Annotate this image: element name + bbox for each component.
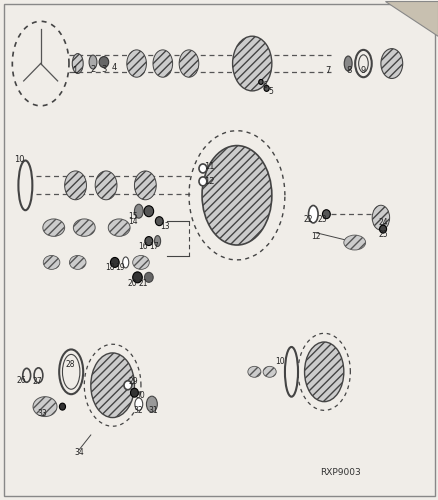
Ellipse shape <box>73 219 95 236</box>
Ellipse shape <box>304 342 343 402</box>
Circle shape <box>144 272 153 282</box>
Ellipse shape <box>146 396 157 412</box>
Text: 34: 34 <box>74 448 84 457</box>
Text: 33: 33 <box>37 408 47 418</box>
Text: 22: 22 <box>303 214 312 224</box>
Text: 1: 1 <box>72 66 77 74</box>
Text: 31: 31 <box>148 406 158 414</box>
Text: 4: 4 <box>111 62 117 72</box>
Ellipse shape <box>134 204 143 218</box>
Text: RXP9003: RXP9003 <box>319 468 360 477</box>
Text: 30: 30 <box>135 390 145 400</box>
Circle shape <box>59 403 65 410</box>
Ellipse shape <box>179 50 198 77</box>
Text: 27: 27 <box>32 377 42 386</box>
Ellipse shape <box>132 256 149 270</box>
Circle shape <box>155 216 163 226</box>
Text: 32: 32 <box>133 406 143 414</box>
Text: 26: 26 <box>16 376 26 385</box>
Text: 17: 17 <box>149 242 159 250</box>
Polygon shape <box>385 2 437 36</box>
Text: 19: 19 <box>115 263 124 272</box>
Text: 21: 21 <box>138 279 148 288</box>
Text: 18: 18 <box>105 263 114 272</box>
Text: 10: 10 <box>14 155 25 164</box>
Circle shape <box>263 86 268 91</box>
Circle shape <box>110 258 119 268</box>
Ellipse shape <box>134 171 156 200</box>
Text: 12: 12 <box>310 232 319 240</box>
Text: 14: 14 <box>128 216 138 226</box>
Text: 2: 2 <box>90 64 95 74</box>
Ellipse shape <box>43 219 64 236</box>
Ellipse shape <box>95 171 117 200</box>
Text: 13: 13 <box>160 222 170 230</box>
Text: 20: 20 <box>127 279 137 288</box>
Circle shape <box>198 164 206 173</box>
Text: 9: 9 <box>360 66 365 74</box>
Ellipse shape <box>43 256 60 270</box>
Ellipse shape <box>358 55 367 72</box>
Ellipse shape <box>308 206 318 223</box>
Ellipse shape <box>122 257 128 268</box>
Circle shape <box>258 80 262 84</box>
Circle shape <box>99 56 109 68</box>
Ellipse shape <box>201 146 271 245</box>
Text: 24: 24 <box>378 218 388 227</box>
Text: 29: 29 <box>128 378 138 386</box>
Ellipse shape <box>69 256 86 270</box>
Circle shape <box>144 206 153 216</box>
Ellipse shape <box>262 366 276 378</box>
Text: 23: 23 <box>317 214 326 224</box>
Ellipse shape <box>64 171 86 200</box>
Ellipse shape <box>33 396 57 416</box>
Ellipse shape <box>91 353 134 418</box>
Ellipse shape <box>247 366 260 378</box>
Text: 3: 3 <box>101 64 106 74</box>
Ellipse shape <box>232 36 271 91</box>
Text: 6: 6 <box>262 81 267 90</box>
Text: 8: 8 <box>345 66 350 74</box>
Ellipse shape <box>108 219 130 236</box>
Circle shape <box>379 225 386 233</box>
Text: 12: 12 <box>204 177 214 186</box>
Text: 7: 7 <box>324 66 330 74</box>
Text: 25: 25 <box>378 230 387 239</box>
Ellipse shape <box>134 398 142 410</box>
Text: 10: 10 <box>274 358 284 366</box>
Text: 15: 15 <box>128 212 138 220</box>
Circle shape <box>130 388 138 397</box>
Ellipse shape <box>89 55 97 69</box>
Ellipse shape <box>127 50 146 77</box>
Circle shape <box>198 177 206 186</box>
Ellipse shape <box>371 205 389 230</box>
Circle shape <box>322 210 329 218</box>
Ellipse shape <box>72 54 83 74</box>
Ellipse shape <box>62 354 80 389</box>
Text: 5: 5 <box>268 88 273 96</box>
Text: 28: 28 <box>65 360 75 369</box>
Ellipse shape <box>343 56 351 71</box>
Ellipse shape <box>154 236 160 246</box>
Circle shape <box>124 381 131 390</box>
Text: 16: 16 <box>138 242 148 250</box>
Ellipse shape <box>380 48 402 78</box>
Ellipse shape <box>152 50 172 77</box>
Circle shape <box>132 272 142 283</box>
Circle shape <box>145 236 152 246</box>
Ellipse shape <box>343 235 365 250</box>
Text: 11: 11 <box>204 162 214 171</box>
